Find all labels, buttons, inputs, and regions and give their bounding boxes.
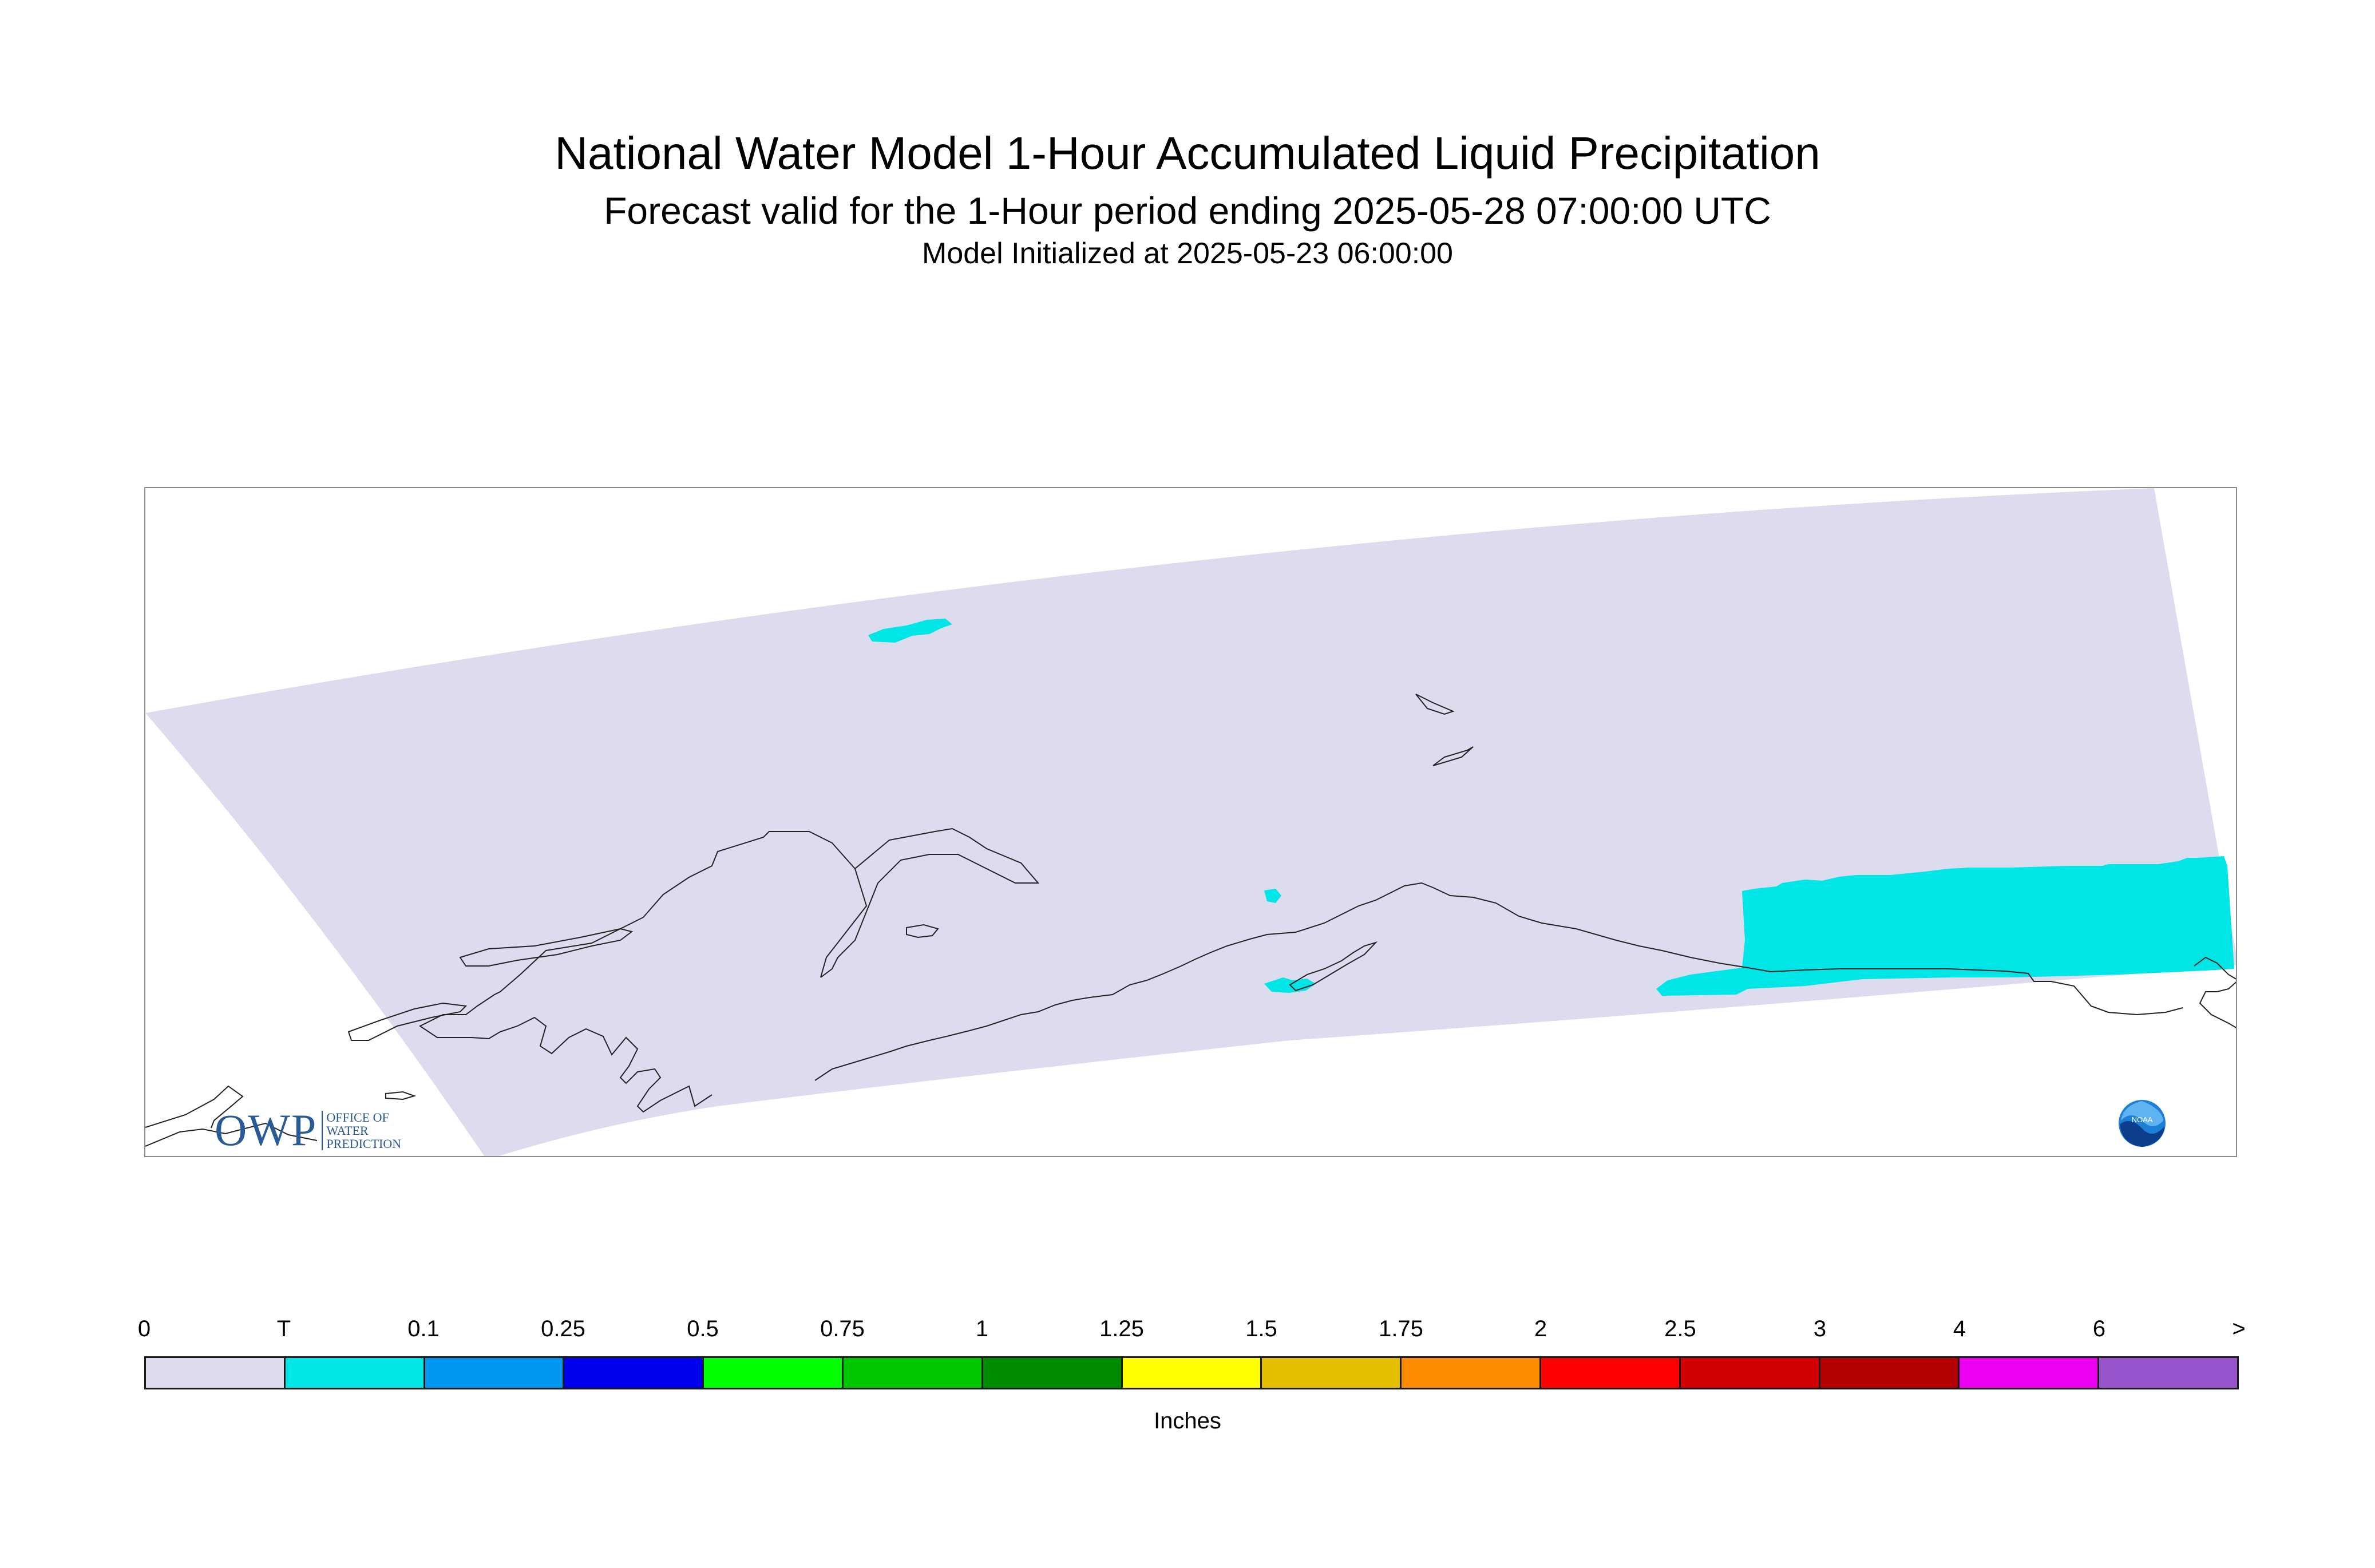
owp-logo-line-2: WATER bbox=[326, 1123, 369, 1138]
coastline-bay bbox=[488, 1016, 712, 1113]
owp-logo-caption: OFFICE OF WATER PREDICTION bbox=[322, 1110, 402, 1151]
legend-unit-label: Inches bbox=[1154, 1408, 1221, 1434]
legend-tick-label: 1.25 bbox=[1099, 1316, 1144, 1341]
coastline-aleutian bbox=[814, 882, 2183, 1081]
model-init-time: Model Initialized at 2025-05-23 06:00:00 bbox=[922, 237, 1453, 270]
legend-tick-label: 0.75 bbox=[820, 1316, 865, 1341]
precip-area-north bbox=[868, 619, 952, 643]
precip-map bbox=[145, 488, 2236, 1156]
legend-tick-label: 3 bbox=[1813, 1316, 1827, 1341]
legend-tick-label: 0.1 bbox=[407, 1316, 440, 1341]
legend-swatch bbox=[1122, 1358, 1262, 1388]
legend-swatch bbox=[146, 1358, 286, 1388]
map-subtitle: Forecast valid for the 1-Hour period end… bbox=[604, 189, 1771, 232]
legend-swatch bbox=[1262, 1358, 1402, 1388]
legend-swatch bbox=[564, 1358, 704, 1388]
coastline-southeast bbox=[2194, 956, 2236, 1028]
precip-area-small bbox=[1264, 889, 1281, 903]
color-legend bbox=[144, 1356, 2239, 1389]
legend-tick-label: > bbox=[2232, 1316, 2246, 1341]
owp-logo-line-1: OFFICE OF bbox=[326, 1110, 389, 1124]
legend-tick-label: 1 bbox=[975, 1316, 989, 1341]
owp-logo: OWP OFFICE OF WATER PREDICTION bbox=[215, 1104, 401, 1156]
coastline-alaska-west bbox=[820, 827, 1040, 978]
map-title: National Water Model 1-Hour Accumulated … bbox=[555, 128, 1820, 179]
noaa-logo: NOAA bbox=[2119, 1100, 2166, 1147]
legend-tick-label: 1.75 bbox=[1379, 1316, 1423, 1341]
legend-tick-label: 1.5 bbox=[1245, 1316, 1277, 1341]
map-panel bbox=[144, 487, 2237, 1157]
precip-area-east bbox=[1656, 856, 2234, 996]
coastline-st-lawrence bbox=[459, 928, 634, 967]
coastline-main bbox=[145, 1085, 244, 1129]
coastline-southwest bbox=[145, 1122, 318, 1147]
legend-tick-label: 6 bbox=[2092, 1316, 2106, 1341]
legend-tick-label: 4 bbox=[1953, 1316, 1966, 1341]
legend-swatch bbox=[1820, 1358, 1960, 1388]
coastlines bbox=[145, 694, 2236, 1147]
legend-swatch bbox=[285, 1358, 425, 1388]
owp-logo-letters: OWP bbox=[215, 1105, 318, 1155]
legend-tick-label: 0.25 bbox=[541, 1316, 585, 1341]
noaa-logo-text: NOAA bbox=[2132, 1115, 2153, 1124]
legend-swatch bbox=[1402, 1358, 1541, 1388]
legend-swatch bbox=[1541, 1358, 1681, 1388]
coastline-islands-north bbox=[1415, 694, 1474, 766]
coastline-peninsula bbox=[419, 831, 856, 1039]
legend-swatch bbox=[704, 1358, 844, 1388]
legend-swatch bbox=[2099, 1358, 2237, 1388]
coastline-nunivak bbox=[906, 924, 939, 939]
legend-swatch bbox=[1960, 1358, 2100, 1388]
coastline-south-small bbox=[385, 1091, 417, 1100]
legend-swatch bbox=[983, 1358, 1123, 1388]
owp-logo-line-3: PREDICTION bbox=[326, 1136, 402, 1151]
legend-swatch bbox=[1680, 1358, 1820, 1388]
legend-tick-label: 0 bbox=[137, 1316, 151, 1341]
model-domain bbox=[145, 488, 2236, 1156]
coastline-kodiak bbox=[1289, 941, 1378, 992]
legend-tick-label: 2 bbox=[1534, 1316, 1547, 1341]
legend-swatch bbox=[425, 1358, 565, 1388]
legend-tick-label: 2.5 bbox=[1664, 1316, 1696, 1341]
legend-tick-label: T bbox=[276, 1316, 291, 1341]
legend-swatch bbox=[843, 1358, 983, 1388]
legend-tick-label: 0.5 bbox=[687, 1316, 719, 1341]
coastline-western bbox=[347, 1002, 468, 1041]
